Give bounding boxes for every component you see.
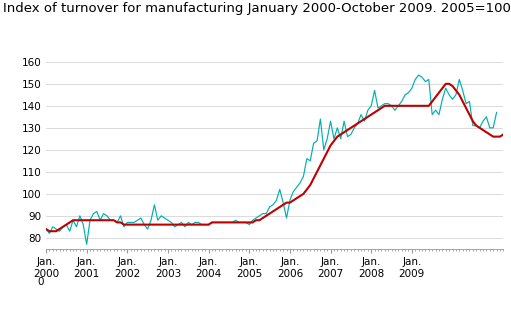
Text: Index of turnover for manufacturing January 2000-October 2009. 2005=100: Index of turnover for manufacturing Janu… [3, 2, 510, 15]
Text: 0: 0 [37, 277, 43, 287]
